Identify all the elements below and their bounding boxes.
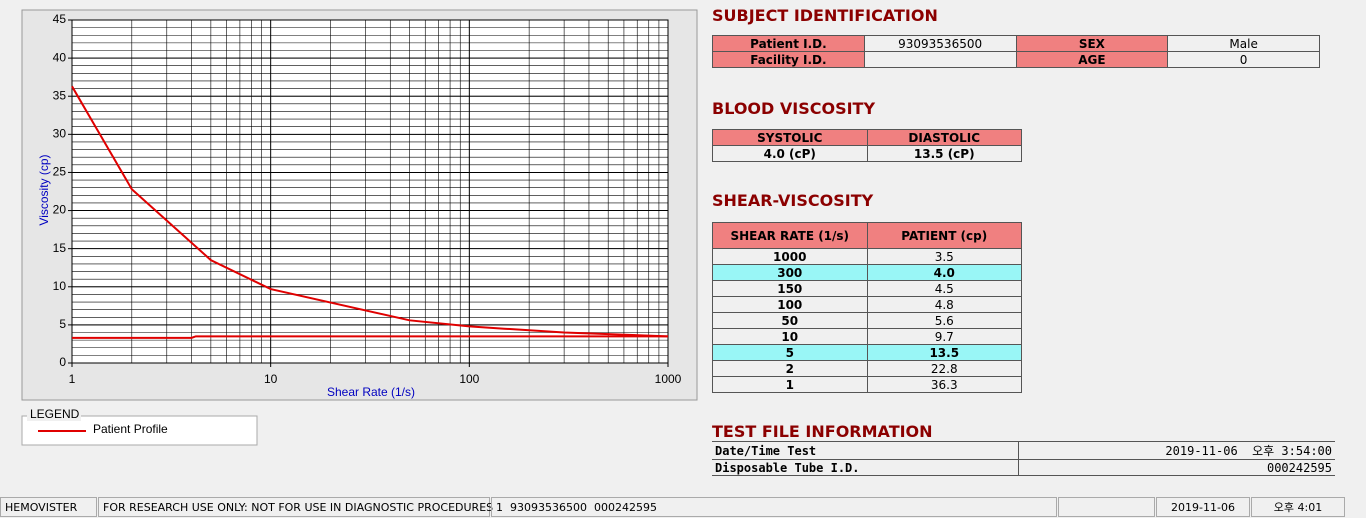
series-line (71, 85, 669, 338)
section-title: SHEAR-VISCOSITY (712, 191, 874, 210)
field-label: Date/Time Test (712, 441, 1019, 460)
column-header: DIASTOLIC (866, 129, 1022, 146)
table-row: 10 9.7 (712, 328, 1022, 345)
table-row: 2 22.8 (712, 360, 1022, 377)
legend-label: Patient Profile (93, 422, 168, 436)
table-row: Facility I.D. AGE 0 (712, 51, 1320, 68)
field-label: Facility I.D. (712, 51, 865, 68)
field-value: 0 (1167, 51, 1320, 68)
table-cell: 1000 (712, 248, 868, 265)
table-cell: 1 (712, 376, 868, 393)
subject-table: Patient I.D. 93093536500 SEX Male Facility I… (712, 35, 1320, 68)
table-cell: 2 (712, 360, 868, 377)
field-value: 000242595 (1018, 459, 1335, 476)
table-cell: 4.0 (866, 264, 1022, 281)
table-row: 1 36.3 (712, 376, 1022, 393)
field-value: Male (1167, 35, 1320, 52)
status-cell: FOR RESEARCH USE ONLY: NOT FOR USE IN DI… (98, 497, 493, 517)
table-row: 300 4.0 (712, 264, 1022, 281)
value-cell: 4.0 (cP) (712, 145, 868, 162)
field-label: Patient I.D. (712, 35, 865, 52)
column-header: SYSTOLIC (712, 129, 868, 146)
x-axis-label: Shear Rate (1/s) (327, 385, 415, 399)
field-value: 93093536500 (863, 35, 1017, 52)
field-value: 2019-11-06 오후 3:54:00 (1018, 441, 1335, 460)
x-tick-label: 10 (264, 372, 278, 386)
y-tick-label: 5 (59, 317, 66, 331)
table-row: 5 13.5 (712, 344, 1022, 361)
status-cell: 2019-11-06 (1156, 497, 1250, 517)
section-title: BLOOD VISCOSITY (712, 99, 876, 118)
column-header: SHEAR RATE (1/s) (712, 222, 868, 249)
table-row: 4.0 (cP) 13.5 (cP) (712, 145, 1022, 162)
field-label: Disposable Tube I.D. (712, 459, 1019, 476)
table-cell: 100 (712, 296, 868, 313)
legend-title-bg (27, 409, 81, 421)
y-tick-label: 40 (53, 50, 67, 64)
table-cell: 5.6 (866, 312, 1022, 329)
value-cell: 13.5 (cP) (866, 145, 1022, 162)
status-cell (1058, 497, 1155, 517)
table-row: Disposable Tube I.D. 000242595 (712, 459, 1335, 476)
y-tick-label: 30 (53, 127, 67, 141)
table-cell: 150 (712, 280, 868, 297)
table-cell: 10 (712, 328, 868, 345)
y-tick-label: 45 (53, 12, 67, 26)
table-row: Date/Time Test 2019-11-06 오후 3:54:00 (712, 441, 1335, 460)
column-header: PATIENT (cp) (866, 222, 1022, 249)
x-tick-label: 1000 (655, 372, 682, 386)
chart: Shear Rate (1/s) Viscosity (cp) LEGEND 0… (21, 9, 698, 446)
x-tick-label: 1 (69, 372, 76, 386)
table-row: 50 5.6 (712, 312, 1022, 329)
y-axis-label: Viscosity (cp) (37, 154, 51, 225)
series-line (72, 335, 668, 339)
status-cell: 1 93093536500 000242595 (491, 497, 1057, 517)
blood-viscosity-table: SYSTOLIC DIASTOLIC 4.0 (cP) 13.5 (cP) (712, 129, 1022, 162)
table-cell: 300 (712, 264, 868, 281)
table-cell: 3.5 (866, 248, 1022, 265)
table-row: 1000 3.5 (712, 248, 1022, 265)
field-label: SEX (1015, 35, 1169, 52)
x-tick-label: 100 (459, 372, 479, 386)
y-tick-label: 0 (59, 355, 66, 369)
section-title: SUBJECT IDENTIFICATION (712, 6, 938, 25)
plot-area (72, 20, 668, 363)
y-tick-label: 25 (53, 165, 67, 179)
y-tick-label: 15 (53, 241, 67, 255)
table-cell: 9.7 (866, 328, 1022, 345)
table-row: 100 4.8 (712, 296, 1022, 313)
table-cell: 50 (712, 312, 868, 329)
table-row: SYSTOLIC DIASTOLIC (712, 129, 1022, 146)
table-cell: 5 (712, 344, 868, 361)
status-cell: 오후 4:01 (1251, 497, 1345, 517)
y-tick-label: 10 (53, 279, 67, 293)
table-row: 150 4.5 (712, 280, 1022, 297)
status-cell: HEMOVISTER (0, 497, 97, 517)
plot-border (71, 19, 669, 364)
table-cell: 4.8 (866, 296, 1022, 313)
table-row: Patient I.D. 93093536500 SEX Male (712, 35, 1320, 52)
shear-viscosity-table: SHEAR RATE (1/s) PATIENT (cp) 1000 3.5 300 4.… (712, 222, 1022, 393)
y-tick-label: 20 (53, 203, 67, 217)
y-tick-label: 35 (53, 88, 67, 102)
table-row: SHEAR RATE (1/s) PATIENT (cp) (712, 222, 1022, 249)
test-file-table: Date/Time Test 2019-11-06 오후 3:54:00 Dispo… (712, 441, 1335, 476)
field-label: AGE (1015, 51, 1169, 68)
field-value (863, 51, 1017, 68)
section-title: TEST FILE INFORMATION (712, 422, 933, 441)
table-cell: 13.5 (866, 344, 1022, 361)
table-cell: 4.5 (866, 280, 1022, 297)
table-cell: 22.8 (866, 360, 1022, 377)
table-cell: 36.3 (866, 376, 1022, 393)
legend-title: LEGEND (30, 407, 80, 421)
